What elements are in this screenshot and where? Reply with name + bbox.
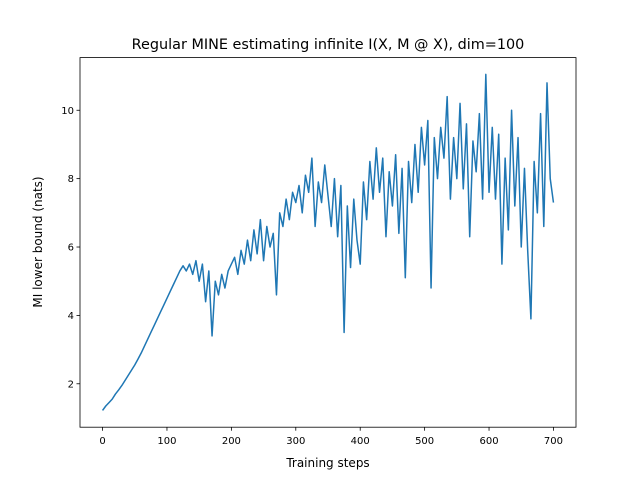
x-axis-label: Training steps	[285, 456, 369, 470]
y-axis-label: MI lower bound (nats)	[31, 176, 45, 307]
x-tick-label: 500	[415, 436, 434, 447]
y-tick-label: 4	[68, 311, 74, 322]
y-tick-label: 8	[68, 174, 74, 185]
x-tick-label: 700	[544, 436, 563, 447]
chart-title: Regular MINE estimating infinite I(X, M …	[132, 37, 525, 53]
data-line	[101, 73, 555, 411]
x-tick-label: 600	[479, 436, 498, 447]
x-tick-label: 100	[157, 436, 176, 447]
y-tick-label: 2	[68, 379, 74, 390]
x-tick-label: 400	[351, 436, 370, 447]
y-tick-label: 6	[68, 243, 74, 254]
axes-frame	[79, 57, 577, 428]
y-tick-label: 10	[61, 106, 74, 117]
x-tick-label: 300	[286, 436, 305, 447]
x-tick-label: 200	[222, 436, 241, 447]
x-tick-label: 0	[99, 436, 105, 447]
